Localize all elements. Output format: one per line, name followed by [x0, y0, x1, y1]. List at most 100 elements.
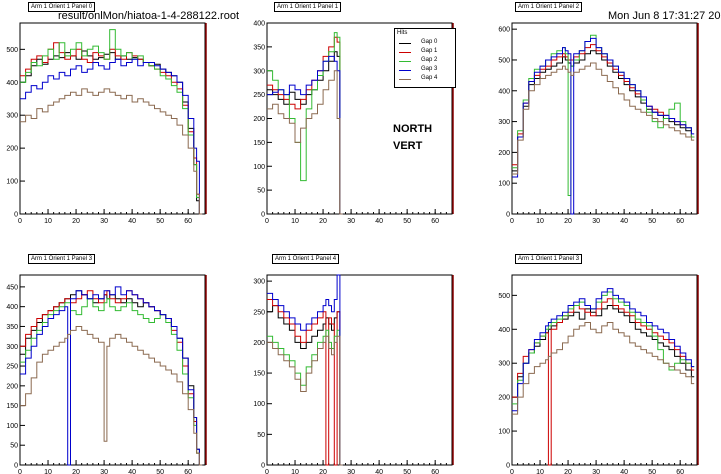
series-gap-2	[20, 29, 203, 215]
y-tick-label: 0	[14, 212, 18, 219]
x-tick-label: 0	[265, 218, 269, 225]
x-tick-label: 60	[184, 469, 192, 474]
legend-entry: Gap 0	[399, 39, 453, 47]
legend-entry: Gap 4	[399, 75, 453, 83]
x-tick-label: 20	[564, 469, 572, 474]
legend-swatch	[399, 52, 411, 53]
series-gap-4	[20, 88, 203, 215]
x-tick-label: 40	[375, 218, 383, 225]
legend-swatch	[399, 43, 411, 44]
x-tick-label: 40	[128, 469, 136, 474]
series-gap-0	[512, 305, 695, 398]
y-tick-label: 0	[14, 463, 18, 470]
y-tick-label: 300	[6, 113, 18, 120]
x-tick-label: 30	[347, 469, 355, 474]
legend-swatch	[399, 61, 411, 62]
x-tick-label: 0	[510, 469, 514, 474]
x-tick-label: 10	[291, 218, 299, 225]
x-tick-label: 60	[184, 218, 192, 225]
x-tick-label: 30	[100, 218, 108, 225]
x-tick-label: 10	[44, 469, 52, 474]
series-gap-3	[512, 288, 695, 412]
y-tick-label: 300	[6, 344, 18, 351]
y-tick-label: 350	[253, 44, 265, 51]
panel-title: Arm 1 Orient 1 Panel 0	[28, 2, 96, 12]
y-tick-label: 0	[261, 463, 265, 470]
panel-title: Arm 1 Orient 1 Panel 4	[272, 254, 340, 264]
plot-frame	[511, 274, 698, 466]
x-tick-label: 0	[265, 469, 269, 474]
x-tick-label: 60	[431, 218, 439, 225]
x-tick-label: 20	[319, 218, 327, 225]
x-tick-label: 30	[100, 469, 108, 474]
y-tick-label: 250	[253, 309, 265, 316]
series-gap-4	[267, 335, 343, 466]
series-gap-3	[20, 286, 203, 466]
y-tick-label: 50	[10, 443, 18, 450]
x-tick-label: 10	[536, 469, 544, 474]
y-tick-label: 350	[6, 324, 18, 331]
x-tick-label: 40	[620, 218, 628, 225]
y-tick-label: 500	[6, 47, 18, 54]
y-tick-label: 400	[498, 88, 510, 95]
y-tick-label: 300	[498, 119, 510, 126]
legend-entry: Gap 2	[399, 57, 453, 65]
y-tick-label: 200	[498, 150, 510, 157]
y-tick-label: 450	[6, 284, 18, 291]
x-tick-label: 40	[620, 469, 628, 474]
y-tick-label: 400	[6, 304, 18, 311]
y-tick-label: 100	[6, 179, 18, 186]
y-tick-label: 600	[498, 27, 510, 34]
series-gap-3	[267, 55, 343, 215]
x-tick-label: 20	[72, 469, 80, 474]
y-tick-label: 50	[257, 432, 265, 439]
plot-frame	[19, 274, 206, 466]
series-gap-4	[267, 70, 343, 215]
y-tick-label: 100	[498, 181, 510, 188]
legend-label: Gap 1	[421, 48, 438, 54]
y-tick-label: 200	[253, 340, 265, 347]
plot-frame	[266, 274, 453, 466]
y-tick-label: 100	[6, 423, 18, 430]
y-tick-label: 100	[253, 401, 265, 408]
y-tick-label: 300	[253, 68, 265, 75]
x-tick-label: 10	[536, 218, 544, 225]
y-tick-label: 100	[498, 429, 510, 436]
series-gap-3	[512, 37, 695, 215]
y-tick-label: 100	[253, 164, 265, 171]
x-tick-label: 30	[592, 218, 600, 225]
y-tick-label: 200	[253, 116, 265, 123]
y-tick-label: 150	[253, 371, 265, 378]
y-tick-label: 300	[498, 361, 510, 368]
legend-label: Gap 2	[421, 57, 438, 63]
y-tick-label: 250	[253, 92, 265, 99]
x-tick-label: 0	[510, 218, 514, 225]
legend-label: Gap 0	[421, 39, 438, 45]
y-tick-label: 500	[498, 57, 510, 64]
x-tick-label: 30	[347, 218, 355, 225]
x-tick-label: 20	[564, 218, 572, 225]
series-gap-3	[267, 274, 343, 466]
y-tick-label: 150	[6, 403, 18, 410]
y-tick-label: 400	[6, 80, 18, 87]
datetime-label: Mon Jun 8 17:31:27 2009	[608, 10, 721, 22]
y-tick-label: 250	[6, 364, 18, 371]
x-tick-label: 0	[18, 469, 22, 474]
y-tick-label: 200	[498, 395, 510, 402]
series-gap-0	[512, 50, 695, 172]
panel-title: Arm 1 Orient 1 Panel 3	[28, 254, 96, 264]
x-tick-label: 60	[431, 469, 439, 474]
legend-label: Gap 3	[421, 66, 438, 72]
y-tick-label: 200	[6, 146, 18, 153]
x-tick-label: 50	[156, 469, 164, 474]
y-tick-label: 0	[506, 212, 510, 219]
x-tick-label: 50	[403, 469, 411, 474]
y-tick-label: 400	[253, 21, 265, 28]
x-tick-label: 60	[676, 469, 684, 474]
legend-entry: Gap 3	[399, 66, 453, 74]
y-tick-label: 50	[257, 188, 265, 195]
x-tick-label: 20	[319, 469, 327, 474]
panel-title: Arm 1 Orient 1 Panel 2	[515, 2, 583, 12]
panel-title: Arm 1 Orient 1 Panel 1	[274, 2, 342, 12]
